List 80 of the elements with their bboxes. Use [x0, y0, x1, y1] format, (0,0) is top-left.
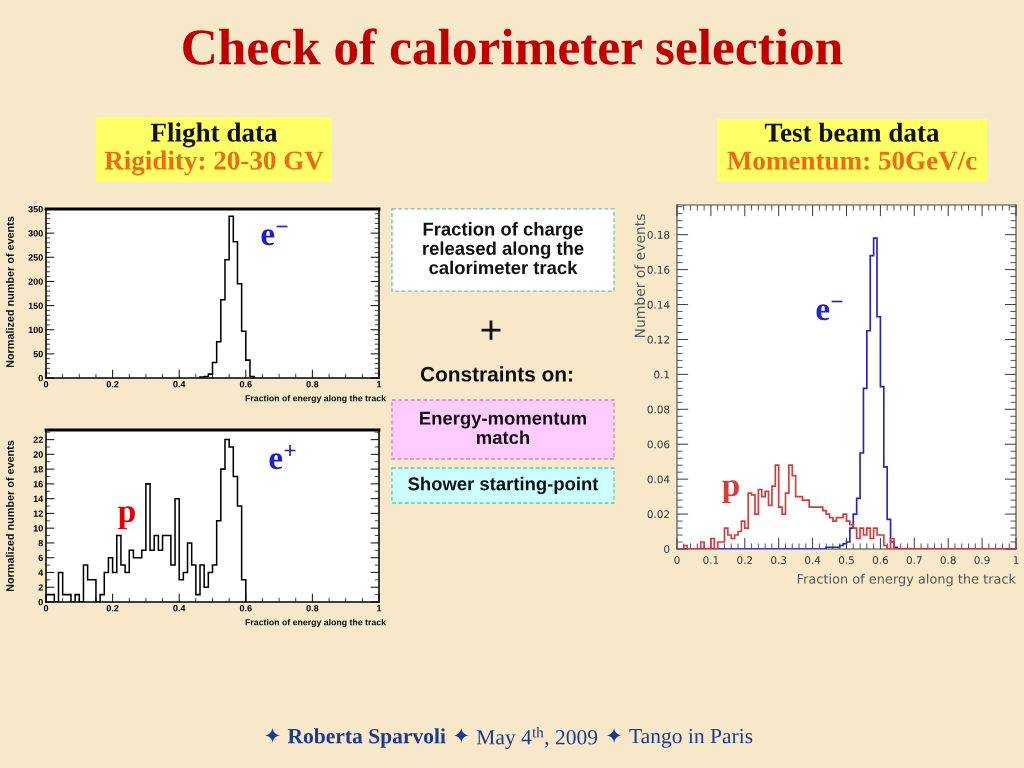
annotation: p [118, 506, 135, 530]
y-tick-label: 150 [28, 302, 43, 309]
x-tick-label: 0.7 [906, 556, 922, 565]
text: Tango in Paris [629, 728, 753, 748]
annotation: e$^{−}$ [261, 225, 288, 246]
y-tick-label: 0.02 [647, 510, 670, 519]
chart-subtitle: Rigidity: 20-30 GV [104, 150, 324, 176]
text: Constraints on: [420, 366, 572, 382]
y-tick-label: 0.06 [647, 440, 670, 449]
x-tick-label: 0.8 [306, 381, 319, 388]
y-tick-label: 22 [33, 436, 43, 443]
y-tick-label: 12 [33, 510, 43, 517]
text: + [481, 320, 501, 340]
x-tick-label: 0.2 [737, 556, 753, 565]
y-axis-title: Number of events [634, 214, 646, 338]
series-label: p [722, 480, 739, 504]
x-tick-label: 0 [43, 605, 49, 612]
text: ✦ [453, 727, 470, 744]
y-tick-label: 0.08 [647, 405, 670, 414]
y-tick-label: 14 [33, 495, 44, 502]
y-tick-label: 200 [28, 278, 43, 285]
text: Shower starting-point [408, 476, 599, 495]
y-tick-label: 0 [38, 374, 43, 382]
text: ✦ [605, 727, 623, 744]
chart-subtitle: Momentum: 50GeV/c [727, 151, 977, 170]
y-tick-label: 20 [33, 451, 43, 458]
y-tick-label: 100 [28, 326, 43, 334]
y-tick-label: 0 [664, 545, 670, 554]
text: Check of calorimeter selection [183, 28, 843, 65]
x-tick-label: 0.1 [703, 556, 719, 565]
x-tick-label: 0.9 [974, 556, 990, 565]
text: Energy-momentum match [420, 411, 587, 445]
x-tick-label: 0.8 [940, 556, 956, 565]
x-tick-label: 1 [1013, 556, 1019, 564]
y-tick-label: 18 [33, 466, 43, 473]
y-tick-label: 0.16 [647, 265, 670, 274]
y-tick-label: 0.14 [647, 300, 670, 309]
text: Roberta Sparvoli [287, 728, 446, 748]
y-tick-label: 16 [33, 480, 43, 488]
x-tick-label: 0.2 [106, 605, 119, 612]
chart-title: Test beam data [764, 122, 940, 142]
x-axis-title: Fraction of energy along the track [245, 618, 387, 628]
y-tick-label: 250 [28, 254, 43, 261]
x-tick-label: 0.6 [239, 381, 252, 388]
y-tick-label: 0.12 [647, 335, 670, 344]
y-tick-label: 8 [38, 539, 43, 547]
x-tick-label: 0.4 [173, 381, 186, 388]
x-tick-label: 0.5 [838, 556, 854, 565]
x-tick-label: 0.6 [872, 556, 889, 565]
y-tick-label: 2 [38, 584, 43, 591]
y-tick-label: 0.04 [647, 475, 670, 484]
x-axis-title: Fraction of energy along the track [245, 394, 387, 404]
text: May 4$^{th}$, 2009 [476, 726, 598, 749]
text: ✦ [264, 727, 281, 744]
y-tick-label: 300 [28, 230, 43, 237]
y-axis-title: Normalized number of events [5, 440, 14, 592]
x-tick-label: 0.2 [106, 381, 119, 388]
y-tick-label: 0.1 [654, 370, 670, 379]
chart-title: Flight data [150, 122, 278, 148]
x-tick-label: 0.4 [173, 605, 186, 612]
x-tick-label: 0.3 [771, 556, 787, 565]
x-tick-label: 0.4 [805, 556, 821, 565]
series-label: e$^{−}$ [816, 300, 843, 321]
y-tick-label: 0 [38, 598, 43, 606]
y-axis-title: Normalized number of events [5, 216, 14, 368]
x-tick-label: 1 [377, 381, 382, 388]
y-tick-label: 50 [33, 350, 43, 358]
x-tick-label: 0 [43, 381, 49, 388]
y-tick-label: 4 [38, 569, 44, 576]
y-tick-label: 6 [38, 554, 43, 562]
x-tick-label: 1 [377, 605, 382, 612]
x-tick-label: 0.6 [239, 605, 252, 612]
text: Fraction of charge released along the calorimeter track [423, 222, 584, 275]
x-tick-label: 0.8 [306, 605, 319, 612]
y-tick-label: 0.18 [647, 230, 670, 239]
y-tick-label: 10 [33, 525, 43, 532]
y-tick-label: 350 [28, 205, 43, 213]
x-axis-title: Fraction of energy along the track [797, 573, 1016, 587]
annotation: e$^{+}$ [269, 445, 296, 470]
x-tick-label: 0 [674, 556, 680, 565]
